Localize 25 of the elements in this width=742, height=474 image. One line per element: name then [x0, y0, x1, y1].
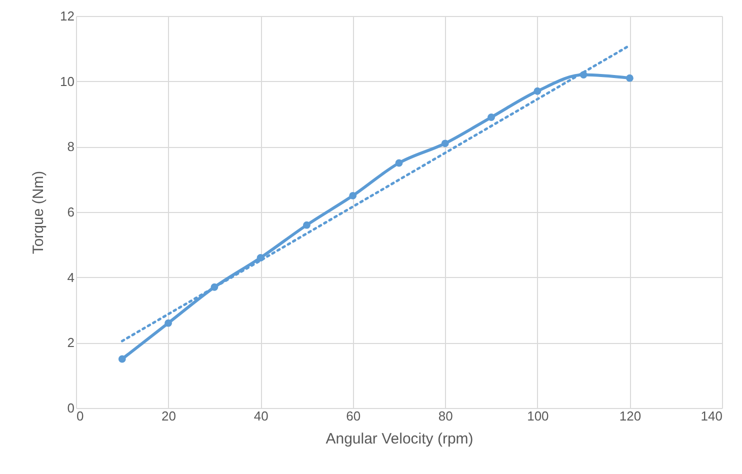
point [395, 159, 403, 167]
x-tick-label: 0 [76, 408, 84, 424]
point [164, 319, 172, 327]
point [349, 192, 357, 200]
point [488, 114, 495, 121]
x-tick-label: 120 [619, 408, 642, 424]
point [626, 74, 634, 82]
x-tick-label: 80 [438, 408, 453, 424]
y-tick-label: 8 [67, 139, 74, 154]
y-tick-label: 2 [67, 335, 74, 350]
y-tick-label: 12 [60, 8, 74, 24]
point [441, 140, 449, 148]
point [118, 355, 126, 363]
x-tick-label: 60 [346, 408, 361, 424]
point [534, 87, 542, 95]
point [303, 221, 310, 229]
y-axis-title: Torque (Nm) [30, 170, 48, 254]
x-axis-title: Angular Velocity (rpm) [326, 430, 474, 448]
x-tick-label: 20 [162, 408, 176, 424]
x-tick-label: 140 [700, 408, 722, 424]
y-tick-label: 6 [67, 204, 74, 220]
x-tick-label: 40 [254, 408, 268, 424]
y-tick-label: 4 [67, 270, 74, 285]
x-tick-label: 100 [527, 408, 549, 424]
y-tick-label: 10 [60, 74, 74, 89]
